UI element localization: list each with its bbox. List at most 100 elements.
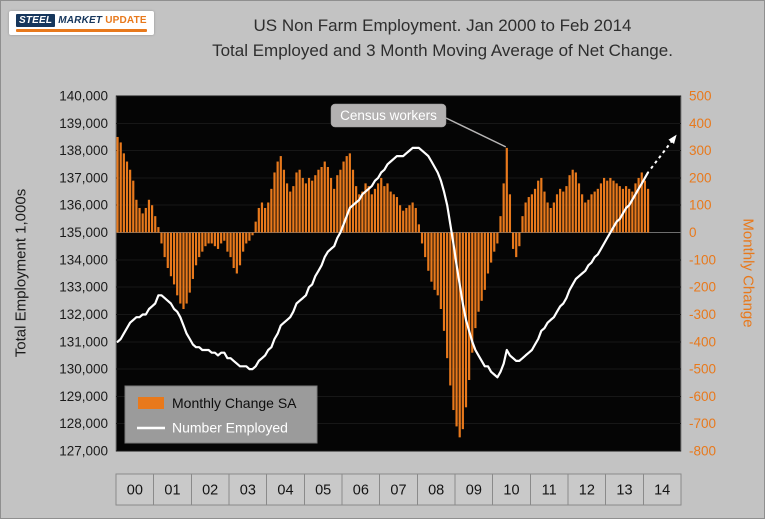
right-axis-tick-label: 200 xyxy=(689,170,712,185)
monthly-change-bar xyxy=(565,186,568,233)
monthly-change-bar xyxy=(122,153,125,233)
monthly-change-bar xyxy=(518,232,521,247)
left-axis-tick-label: 140,000 xyxy=(59,90,108,104)
monthly-change-bar xyxy=(477,232,480,312)
monthly-change-bar xyxy=(264,207,267,233)
monthly-change-bar xyxy=(188,232,191,293)
monthly-change-bar xyxy=(631,191,634,233)
x-axis-year-label: 12 xyxy=(579,483,595,499)
monthly-change-bar xyxy=(490,232,493,263)
monthly-change-bar xyxy=(606,180,609,233)
monthly-change-bar xyxy=(207,232,210,244)
monthly-change-bar xyxy=(571,169,574,233)
monthly-change-bar xyxy=(612,180,615,233)
monthly-change-bar xyxy=(590,194,593,233)
monthly-change-bar xyxy=(289,191,292,233)
legend-box xyxy=(124,385,318,444)
monthly-change-bar xyxy=(483,232,486,290)
logo-market-text: MARKET xyxy=(58,15,103,26)
monthly-change-bar xyxy=(587,199,590,233)
left-axis-tick-label: 136,000 xyxy=(59,198,108,213)
monthly-change-bar xyxy=(568,175,571,233)
x-axis-year-label: 03 xyxy=(240,483,256,499)
right-axis-tick-label: 300 xyxy=(689,143,712,158)
monthly-change-bar xyxy=(251,232,254,236)
monthly-change-bar xyxy=(336,175,339,233)
monthly-change-bar xyxy=(229,232,232,258)
monthly-change-bar xyxy=(408,205,411,233)
monthly-change-bar xyxy=(154,216,157,233)
monthly-change-bar xyxy=(527,197,530,233)
monthly-change-bar xyxy=(442,232,446,331)
x-axis-year-cell xyxy=(605,473,644,506)
monthly-change-bar xyxy=(358,194,361,233)
monthly-change-bar xyxy=(577,183,581,233)
monthly-change-bar xyxy=(643,180,646,233)
x-axis-year-cell xyxy=(341,473,381,506)
monthly-change-bar xyxy=(537,180,540,233)
monthly-change-bar xyxy=(505,147,508,233)
monthly-change-bar xyxy=(329,177,333,233)
x-axis-year-label: 07 xyxy=(390,483,406,499)
monthly-change-bar xyxy=(257,207,260,233)
monthly-change-bar xyxy=(581,194,584,233)
monthly-change-bar xyxy=(420,232,424,244)
monthly-change-bar xyxy=(555,194,559,233)
left-axis-tick-label: 137,000 xyxy=(59,170,108,185)
monthly-change-bar xyxy=(160,232,163,244)
monthly-change-bar xyxy=(386,183,389,233)
monthly-change-bar xyxy=(486,232,490,274)
monthly-change-bar xyxy=(609,177,612,233)
annotation-leader-line xyxy=(445,117,507,148)
monthly-change-bar xyxy=(574,172,577,233)
monthly-change-bar xyxy=(511,232,515,249)
monthly-change-bar xyxy=(176,232,179,296)
left-axis-tick-label: 132,000 xyxy=(59,307,108,322)
x-axis-year-cell xyxy=(266,473,305,506)
x-axis-year-cell xyxy=(303,473,343,506)
monthly-change-bar xyxy=(254,221,257,233)
monthly-change-bar xyxy=(260,202,264,233)
monthly-change-bar xyxy=(530,194,533,233)
x-axis-year-cell xyxy=(153,473,192,506)
monthly-change-bar xyxy=(424,232,427,258)
monthly-change-bar xyxy=(210,232,213,244)
monthly-change-bar xyxy=(449,232,452,386)
monthly-change-bar xyxy=(245,232,248,244)
monthly-change-bar xyxy=(468,232,471,380)
monthly-change-bar xyxy=(307,177,311,233)
annotation-text: Census workers xyxy=(340,108,437,123)
smu-logo-text: STEEL MARKET UPDATE xyxy=(16,14,147,27)
monthly-change-bar xyxy=(621,188,625,233)
monthly-change-bar xyxy=(546,202,549,233)
x-axis-year-label: 14 xyxy=(654,483,670,499)
right-axis-tick-label: -700 xyxy=(689,416,716,431)
monthly-change-bar xyxy=(543,191,546,233)
x-axis-year-label: 10 xyxy=(503,483,519,499)
monthly-change-bar xyxy=(138,207,141,233)
monthly-change-bar xyxy=(496,232,499,244)
employment-line xyxy=(116,146,650,379)
monthly-change-bar xyxy=(392,194,395,233)
monthly-change-bar xyxy=(345,156,348,233)
monthly-change-bar xyxy=(411,202,414,233)
left-axis-tick-label: 130,000 xyxy=(59,362,108,377)
trend-arrow-head xyxy=(668,134,677,144)
monthly-change-bar xyxy=(446,232,449,359)
x-axis-year-cell xyxy=(642,473,682,506)
monthly-change-bar xyxy=(270,188,273,233)
x-axis-year-cell xyxy=(416,473,456,506)
monthly-change-bar xyxy=(559,188,562,233)
x-axis-year-cell xyxy=(492,473,531,506)
logo-underline xyxy=(16,29,147,32)
monthly-change-bar xyxy=(549,207,552,233)
monthly-change-bar xyxy=(370,194,373,233)
monthly-change-bar xyxy=(151,205,154,233)
monthly-change-bar xyxy=(380,177,383,233)
monthly-change-bar xyxy=(314,175,317,233)
monthly-change-bar xyxy=(144,207,147,233)
monthly-change-bar xyxy=(637,177,640,233)
right-axis-tick-label: 100 xyxy=(689,198,712,213)
monthly-change-bar xyxy=(508,194,512,233)
monthly-change-bar xyxy=(515,232,518,258)
